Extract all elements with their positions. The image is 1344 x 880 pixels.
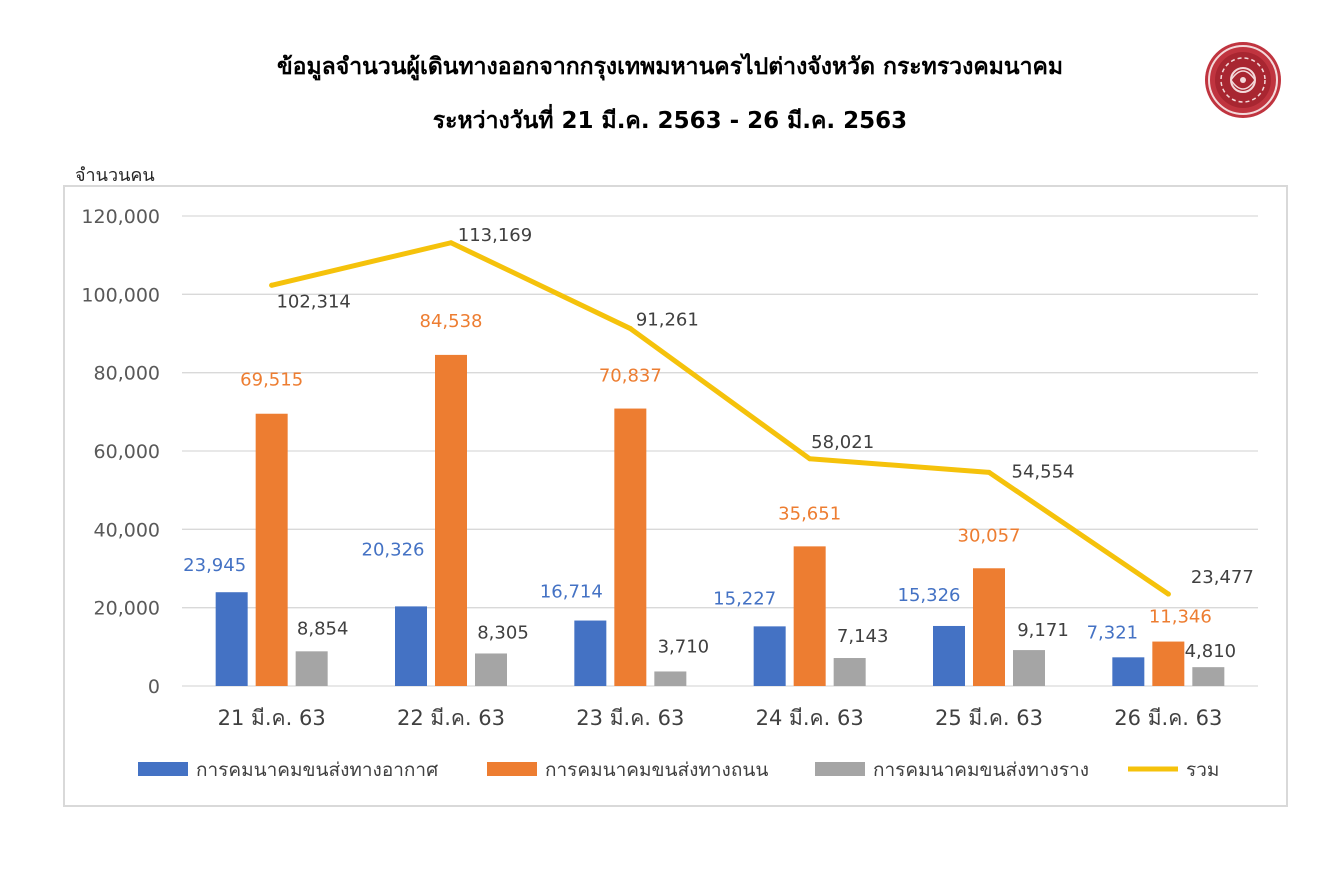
total-point (269, 282, 275, 288)
chart-subtitle: ระหว่างวันที่ 21 มี.ค. 2563 - 26 มี.ค. 2… (433, 103, 907, 134)
total-point (627, 326, 633, 332)
data-label-rail: 7,143 (837, 626, 889, 647)
legend-item-air: การคมนาคมขนส่งทางอากาศ (138, 759, 438, 781)
bars (215, 354, 1225, 686)
legend-swatch-rail (815, 762, 865, 776)
total-line-group (269, 240, 1171, 597)
x-tick-label: 24 มี.ค. 63 (756, 706, 864, 730)
bar-road (973, 568, 1005, 686)
bar-road (614, 408, 647, 686)
x-tick-label: 23 มี.ค. 63 (576, 706, 684, 730)
bar-road (255, 413, 288, 686)
bar-rail (654, 671, 687, 686)
y-tick-label: 80,000 (94, 363, 160, 385)
legend: การคมนาคมขนส่งทางอากาศ การคมนาคมขนส่งทาง… (138, 759, 1219, 781)
data-label-road: 35,651 (778, 503, 841, 524)
data-label-road: 69,515 (240, 370, 303, 391)
x-axis-ticks: 21 มี.ค. 63 22 มี.ค. 63 23 มี.ค. 63 24 มี.ค… (218, 706, 1223, 730)
data-label-total: 102,314 (276, 291, 350, 312)
x-tick-label: 25 มี.ค. 63 (935, 706, 1043, 730)
legend-label-air: การคมนาคมขนส่งทางอากาศ (196, 759, 438, 781)
legend-label-rail: การคมนาคมขนส่งทางราง (873, 759, 1089, 781)
y-tick-label: 40,000 (94, 519, 160, 541)
bar-road (793, 546, 826, 686)
bar-air (574, 620, 607, 686)
total-point (448, 240, 454, 246)
legend-swatch-road (487, 762, 537, 776)
legend-item-total: รวม (1128, 759, 1219, 781)
chart-title: ข้อมูลจำนวนผู้เดินทางออกจากกรุงเทพมหานคร… (277, 52, 1063, 81)
data-label-rail: 4,810 (1185, 641, 1237, 662)
legend-label-total: รวม (1186, 759, 1219, 781)
data-label-air: 7,321 (1087, 622, 1139, 643)
data-label-air: 16,714 (540, 582, 603, 603)
bar-rail (475, 653, 507, 686)
data-label-air: 23,945 (183, 555, 246, 576)
legend-item-rail: การคมนาคมขนส่งทางราง (815, 759, 1089, 781)
data-label-total: 91,261 (636, 310, 699, 331)
bar-air (933, 625, 965, 686)
total-line (269, 240, 1171, 597)
bar-air (395, 606, 427, 686)
data-label-total: 23,477 (1191, 567, 1254, 588)
y-tick-label: 60,000 (94, 441, 160, 463)
data-label-road: 30,057 (958, 525, 1021, 546)
data-label-air: 20,326 (362, 539, 425, 560)
gridlines (182, 215, 1258, 687)
data-label-total: 113,169 (458, 225, 532, 246)
bar-air (753, 626, 786, 686)
data-label-rail: 9,171 (1017, 620, 1069, 641)
data-label-total: 58,021 (811, 432, 874, 453)
total-point (807, 456, 813, 462)
data-label-air: 15,227 (713, 588, 776, 609)
x-tick-label: 22 มี.ค. 63 (397, 706, 505, 730)
y-tick-label: 100,000 (81, 284, 160, 306)
y-tick-label: 120,000 (81, 206, 160, 228)
bar-air (215, 592, 248, 686)
x-tick-label: 26 มี.ค. 63 (1114, 706, 1222, 730)
x-tick-label: 21 มี.ค. 63 (218, 706, 326, 730)
data-label-road: 11,346 (1149, 607, 1212, 628)
y-axis-label: จำนวนคน (75, 165, 155, 186)
total-point (986, 469, 992, 475)
data-label-total: 54,554 (1012, 461, 1075, 482)
bar-road (1152, 641, 1185, 686)
y-axis-ticks: 0 20,000 40,000 60,000 80,000 100,000 120,000 (81, 206, 160, 698)
ministry-seal (1205, 42, 1281, 118)
data-label-rail: 3,710 (658, 636, 710, 657)
legend-item-road: การคมนาคมขนส่งทางถนน (487, 759, 768, 781)
data-label-rail: 8,305 (477, 622, 529, 643)
y-tick-label: 0 (148, 676, 160, 698)
bar-road (435, 354, 467, 686)
data-label-air: 15,326 (898, 585, 961, 606)
y-tick-label: 20,000 (94, 598, 160, 620)
bar-rail (1013, 650, 1045, 686)
total-point (1165, 591, 1171, 597)
bar-rail (295, 651, 328, 686)
bar-rail (1192, 667, 1225, 686)
legend-swatch-air (138, 762, 188, 776)
data-label-road: 84,538 (420, 311, 483, 332)
legend-label-road: การคมนาคมขนส่งทางถนน (545, 759, 768, 781)
data-labels: 23,945 20,326 16,714 15,227 15,326 7,321 69,51… (183, 225, 1254, 662)
bar-rail (833, 658, 866, 686)
data-label-rail: 8,854 (297, 618, 349, 639)
bar-air (1112, 657, 1145, 686)
data-label-road: 70,837 (599, 366, 662, 387)
